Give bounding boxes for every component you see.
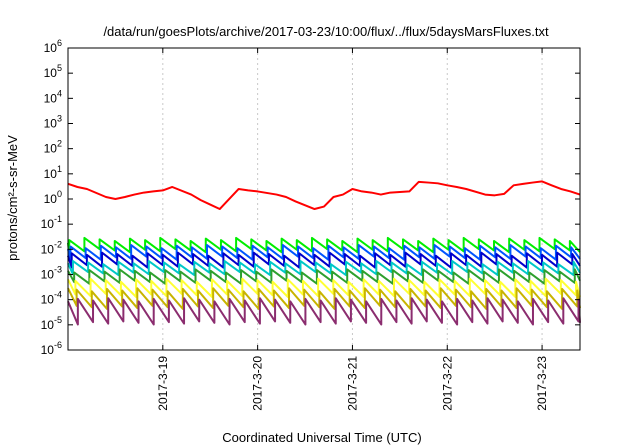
y-axis-label: protons/cm²-s-sr-MeV	[5, 135, 20, 261]
y-tick-label: 101	[44, 164, 62, 181]
series-line-2	[67, 236, 581, 256]
y-tick-label: 10-6	[41, 340, 62, 357]
x-tick-label: 2017-3-21	[345, 356, 359, 411]
series-line-1	[67, 180, 581, 211]
y-tick-label: 102	[44, 139, 62, 156]
series-line-7	[67, 277, 581, 298]
y-ticks: 10-6 10-5 10-4 10-3 10-2 10-1 100 101 102 103 104 1…	[41, 38, 580, 357]
x-tick-label: 2017-3-20	[251, 356, 265, 411]
series-line-9	[67, 297, 581, 326]
y-tick-label: 10-5	[41, 315, 62, 332]
y-tick-label: 103	[44, 114, 62, 131]
y-tick-label: 10-3	[41, 265, 62, 282]
series-layer	[67, 180, 581, 326]
x-axis-label: Coordinated Universal Time (UTC)	[222, 430, 421, 445]
series-line-8	[67, 287, 581, 310]
x-tick-label: 2017-3-22	[440, 356, 454, 411]
series-line-4	[67, 251, 581, 269]
series-line-6	[67, 268, 581, 285]
y-tick-label: 10-1	[41, 214, 62, 231]
y-tick-label: 105	[44, 63, 62, 80]
x-tick-label: 2017-3-19	[156, 356, 170, 411]
y-tick-label: 106	[44, 38, 62, 55]
x-tick-label: 2017-3-23	[535, 356, 549, 411]
y-tick-label: 100	[44, 189, 62, 206]
y-tick-label: 104	[44, 88, 62, 105]
x-ticks: 2017-3-19 2017-3-20 2017-3-21 2017-3-22 2017…	[156, 48, 549, 411]
y-tick-label: 10-4	[41, 290, 62, 307]
series-line-3	[67, 244, 581, 262]
series-line-5	[67, 260, 581, 277]
chart-title: /data/run/goesPlots/archive/2017-03-23/1…	[103, 24, 549, 39]
grid-lines	[162, 48, 543, 350]
y-tick-label: 10-2	[41, 239, 62, 256]
